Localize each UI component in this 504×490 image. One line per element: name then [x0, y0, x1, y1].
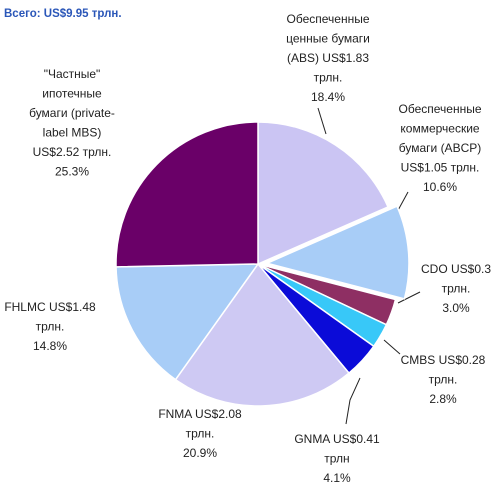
pie-slice: [174, 262, 350, 407]
pie-slice: [115, 121, 259, 268]
slice-label: трлн.: [36, 320, 65, 334]
slice-label: US$1.05 трлн.: [401, 161, 480, 175]
leader-line: [383, 339, 401, 355]
value-label: 14.8%: [33, 339, 67, 353]
value-label: 18.4%: [311, 90, 345, 104]
slice-label: коммерческие: [400, 122, 480, 136]
pie-slice: [264, 205, 410, 300]
leader-line: [397, 291, 421, 304]
slice-label: трлн.: [429, 373, 458, 387]
leader-line: [317, 107, 327, 135]
value-label: 4.1%: [323, 471, 351, 485]
slice-label: "Частные": [44, 67, 101, 81]
slice-label: (ABS) US$1.83: [287, 51, 369, 65]
slice-label: US$2.52 трлн.: [33, 145, 112, 159]
slice-label: трлн: [324, 452, 349, 466]
leader-lines: [317, 107, 421, 425]
pie-slice: [115, 263, 260, 381]
value-label: 2.8%: [429, 392, 457, 406]
slice-label: GNMA US$0.41: [294, 432, 380, 446]
value-label: 3.0%: [442, 301, 470, 315]
slice-label: бумаги (ABCP): [399, 141, 481, 155]
slice-label: CMBS US$0.28: [401, 353, 486, 367]
leader-line: [345, 377, 361, 425]
slice-label: label MBS): [43, 126, 102, 140]
slice-label: трлн.: [442, 282, 471, 296]
value-label: 10.6%: [423, 180, 457, 194]
pie-slice: [257, 121, 390, 266]
value-label: 25.3%: [55, 165, 89, 179]
slice-label: Обеспеченные: [287, 12, 370, 26]
slice-label: FHLMC US$1.48: [4, 300, 96, 314]
slice-label: трлн.: [186, 427, 215, 441]
value-label: 20.9%: [183, 446, 217, 460]
slice-label: FNMA US$2.08: [158, 407, 242, 421]
slice-label: ипотечные: [42, 87, 102, 101]
chart-title: Всего: US$9.95 трлн.: [4, 8, 122, 20]
slice-label: ценные бумаги: [286, 32, 370, 46]
slice-label: бумаги (private-: [29, 106, 115, 120]
slice-label: CDO US$0.3: [421, 262, 491, 276]
slice-label: трлн.: [314, 71, 343, 85]
slice-label: Обеспеченные: [399, 102, 482, 116]
